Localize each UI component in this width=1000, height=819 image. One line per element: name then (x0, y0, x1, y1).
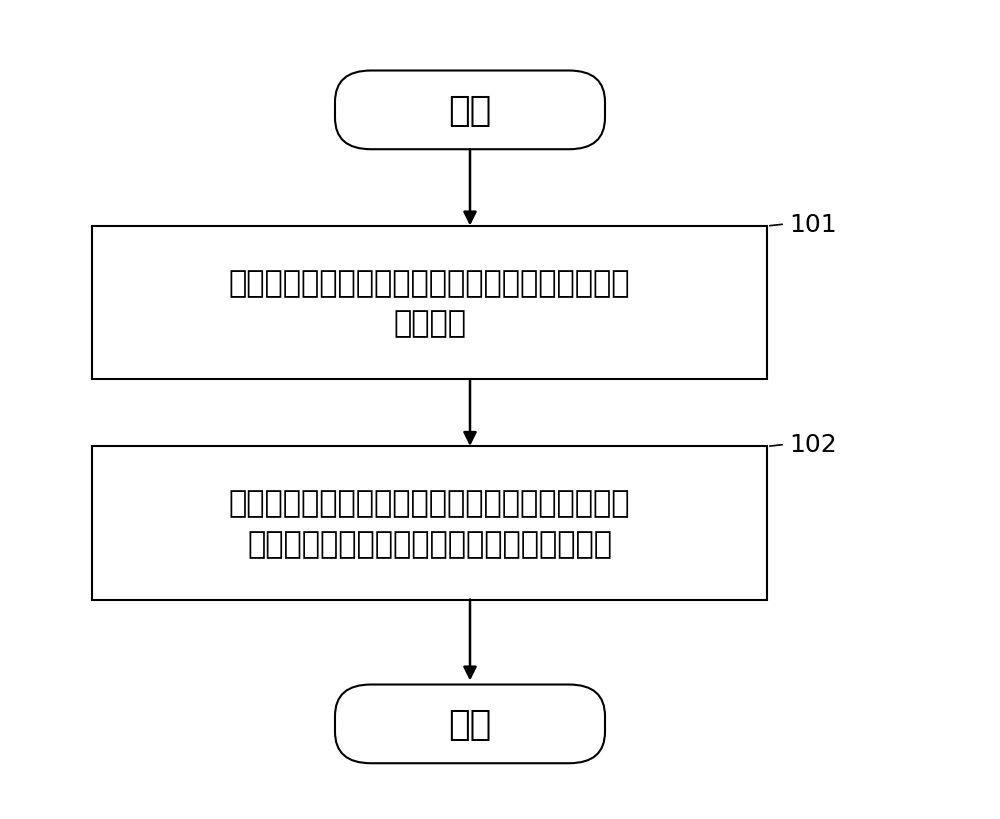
Text: 根据电网当前的潮流数据生成电网当前的计算机视
觉潮流图: 根据电网当前的潮流数据生成电网当前的计算机视 觉潮流图 (229, 269, 630, 338)
Text: 101: 101 (790, 213, 837, 237)
Text: 102: 102 (790, 433, 837, 457)
Bar (92, 447, 767, 600)
Text: 根据所述电网当前的计算机视觉潮流图，利用预先
设计的电网故障诊断模型对电网进行故障诊断: 根据所述电网当前的计算机视觉潮流图，利用预先 设计的电网故障诊断模型对电网进行故… (229, 489, 630, 559)
Bar (92, 227, 767, 380)
Text: 开始: 开始 (448, 93, 492, 128)
FancyBboxPatch shape (335, 685, 605, 763)
Text: 结束: 结束 (448, 707, 492, 741)
FancyBboxPatch shape (335, 71, 605, 150)
